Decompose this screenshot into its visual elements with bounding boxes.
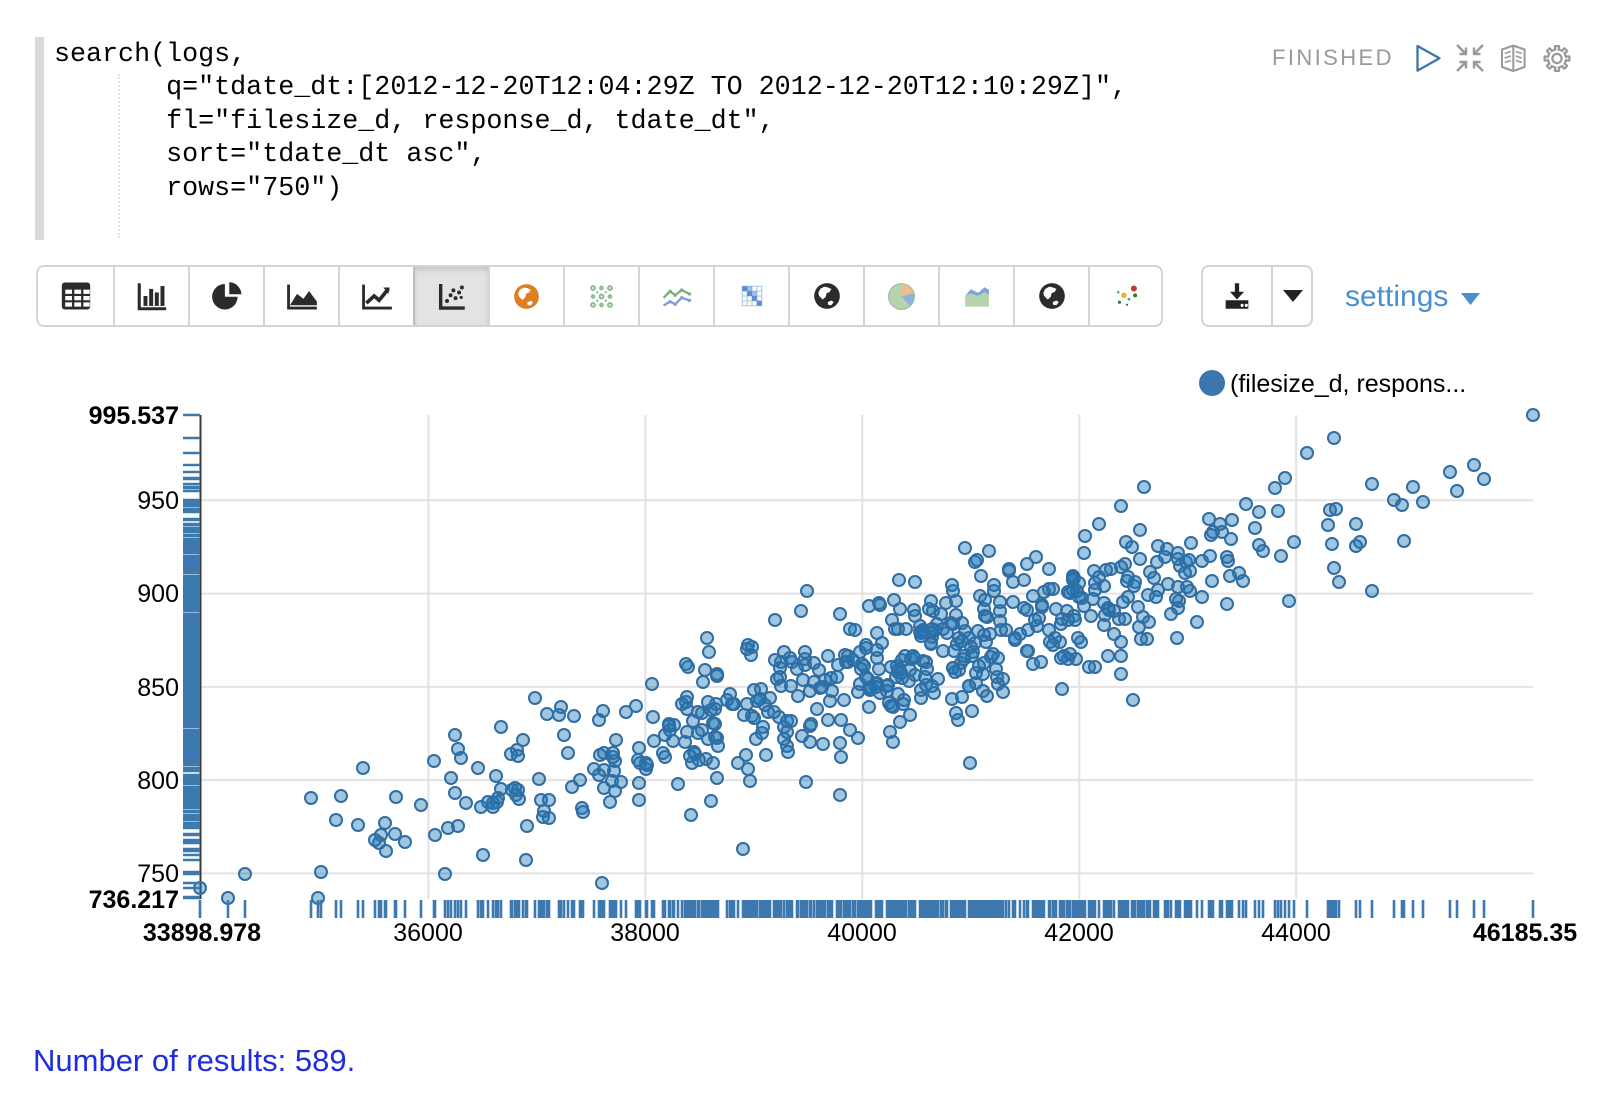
- svg-text:40000: 40000: [827, 919, 897, 947]
- svg-text:33898.978: 33898.978: [143, 919, 261, 947]
- svg-text:(filesize_d, respons...: (filesize_d, respons...: [1230, 370, 1466, 398]
- svg-text:750: 750: [137, 860, 179, 888]
- svg-text:46185.35: 46185.35: [1473, 919, 1577, 947]
- svg-text:36000: 36000: [393, 919, 463, 947]
- svg-text:800: 800: [137, 767, 179, 795]
- svg-text:995.537: 995.537: [89, 402, 179, 430]
- svg-text:900: 900: [137, 580, 179, 608]
- svg-text:38000: 38000: [610, 919, 680, 947]
- svg-text:42000: 42000: [1044, 919, 1114, 947]
- svg-text:736.217: 736.217: [89, 886, 179, 914]
- svg-text:850: 850: [137, 674, 179, 702]
- svg-text:950: 950: [137, 487, 179, 515]
- svg-text:44000: 44000: [1261, 919, 1331, 947]
